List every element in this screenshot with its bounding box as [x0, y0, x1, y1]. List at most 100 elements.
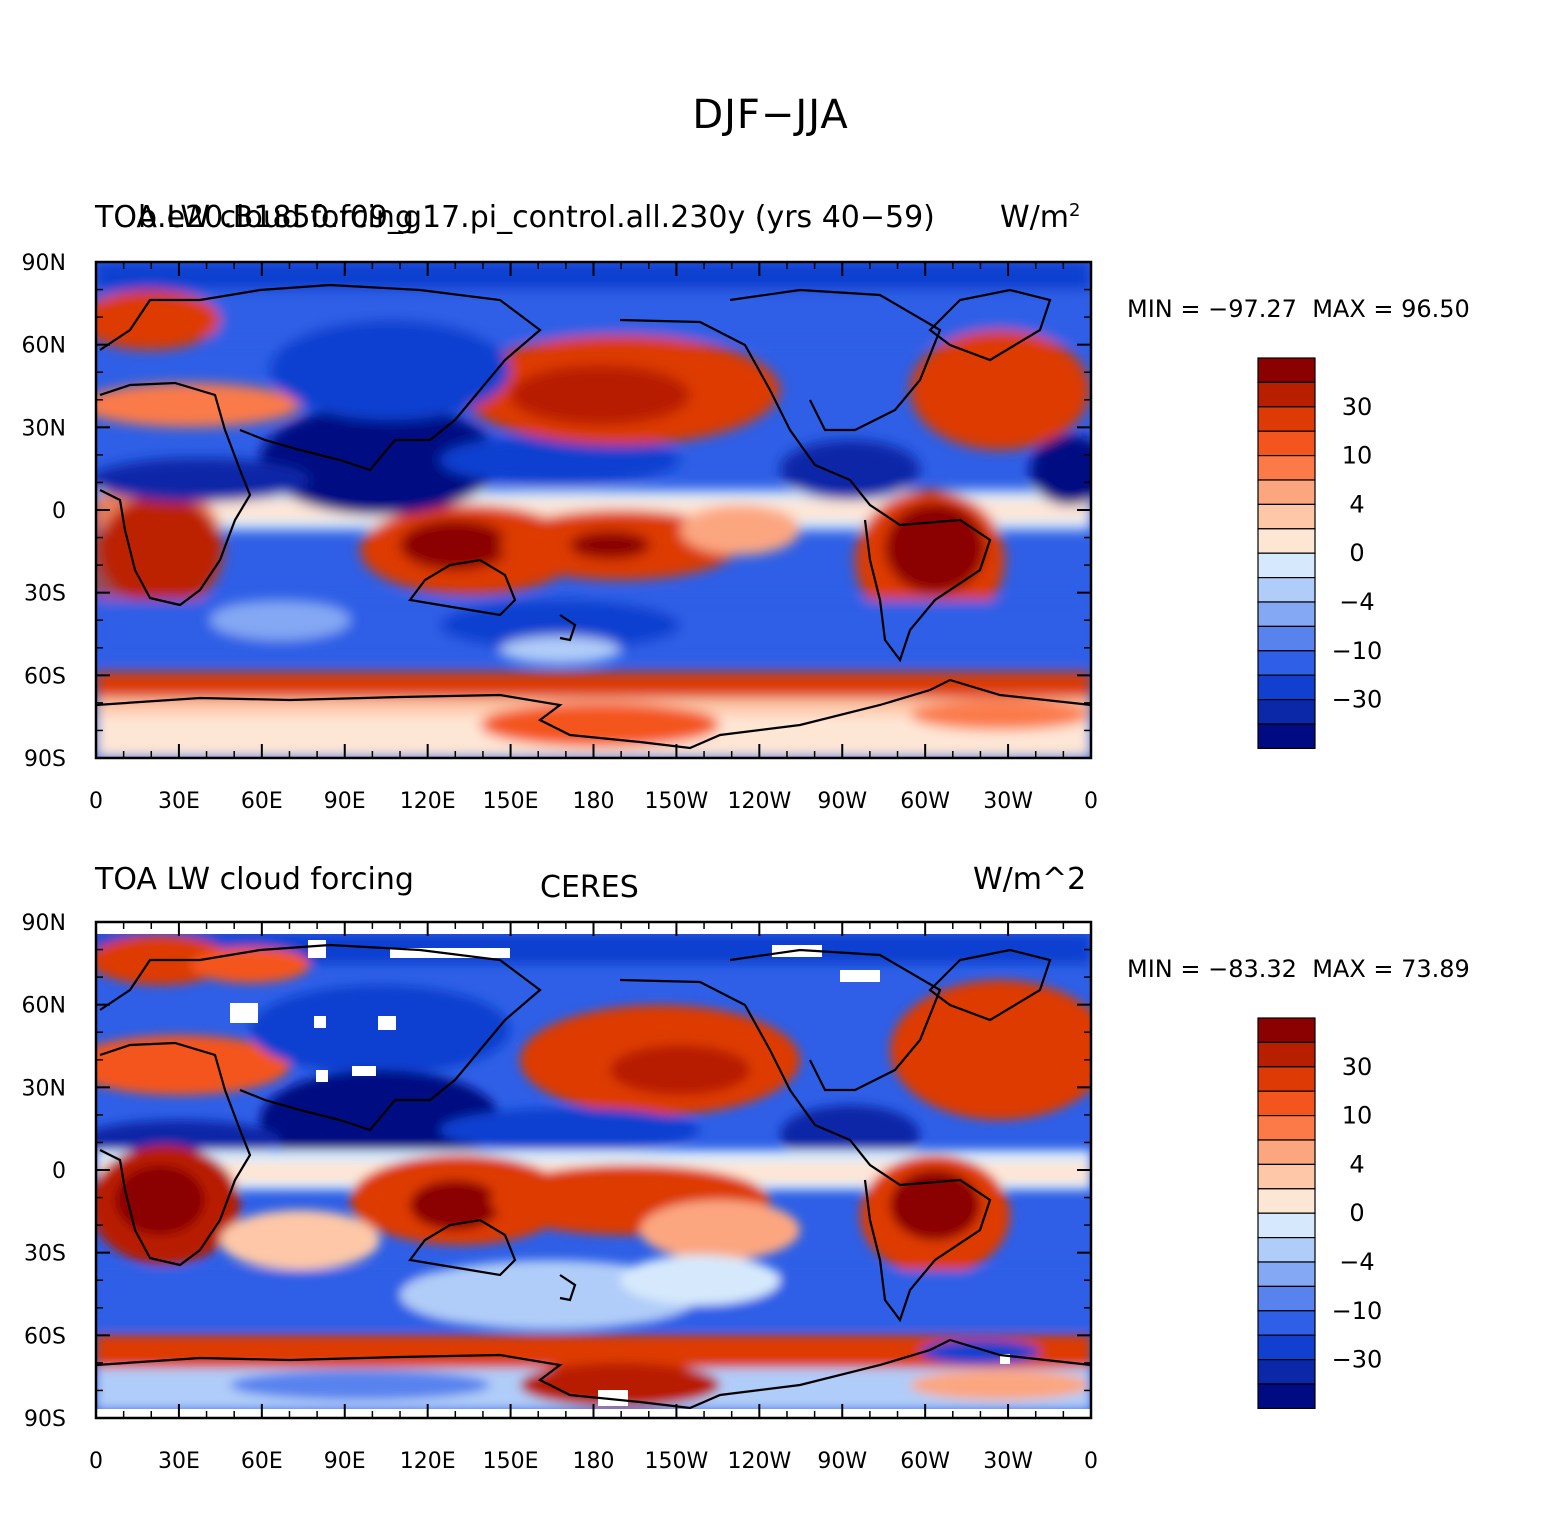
panel2-left-title: TOA LW cloud forcing [95, 862, 414, 897]
colorbar-label: 30 [1342, 1053, 1373, 1081]
colorbar-swatch [1257, 577, 1316, 603]
colorbar-swatch [1257, 1334, 1316, 1361]
colorbar-label: 4 [1349, 1150, 1364, 1178]
colorbar-swatch [1257, 1310, 1316, 1336]
colorbar-label: −10 [1332, 637, 1383, 665]
panel1-left-title: TOA LW cloud forcing [95, 200, 414, 235]
colorbar-label: 10 [1342, 442, 1373, 470]
y-tick-label: 0 [52, 1159, 66, 1184]
x-tick-label: 90W [817, 1449, 867, 1474]
colorbar-swatch [1257, 381, 1316, 408]
x-tick-label: 150W [645, 1449, 709, 1474]
colorbar-swatch [1257, 1237, 1316, 1263]
x-tick-label: 0 [89, 789, 103, 814]
panel1-colorbar: 30 10 4 0 −4 −10 −30 [1257, 357, 1383, 749]
x-tick-label: 60E [241, 1449, 283, 1474]
y-tick-label: 60N [22, 994, 66, 1019]
y-tick-label: 90N [22, 911, 66, 936]
y-tick-label: 60N [22, 334, 66, 359]
colorbar-swatch [1257, 454, 1316, 481]
x-tick-label: 150W [645, 789, 709, 814]
colorbar-swatch [1257, 1017, 1316, 1043]
x-tick-label: 90E [324, 789, 366, 814]
colorbar-label: −4 [1339, 1248, 1374, 1276]
x-tick-label: 0 [89, 1449, 103, 1474]
panel2-units: W/m^2 [973, 862, 1087, 897]
panel1-coastlines [96, 283, 1091, 750]
colorbar-swatch [1257, 1261, 1316, 1287]
y-tick-label: 30N [22, 1076, 66, 1101]
colorbar-swatch [1257, 528, 1316, 554]
x-tick-label: 180 [573, 1449, 615, 1474]
y-tick-label: 60S [24, 664, 66, 689]
colorbar-swatch [1257, 503, 1316, 530]
colorbar-swatch [1257, 1359, 1316, 1385]
colorbar-swatch [1257, 625, 1316, 652]
colorbar-label: −30 [1332, 1346, 1383, 1374]
colorbar-label: 0 [1349, 1199, 1364, 1227]
x-tick-label: 120E [400, 789, 456, 814]
y-tick-label: 90S [24, 747, 66, 772]
y-tick-label: 90S [24, 1407, 66, 1432]
panel1-stats: MIN = −97.27 MAX = 96.50 [1127, 295, 1470, 323]
colorbar-swatch [1257, 1139, 1316, 1165]
panel1-units: W/m2 [1000, 200, 1081, 235]
x-tick-label: 0 [1084, 789, 1098, 814]
colorbar-swatch [1257, 1285, 1316, 1312]
colorbar-swatch [1257, 1163, 1316, 1190]
x-tick-label: 120W [727, 789, 791, 814]
y-tick-label: 0 [52, 499, 66, 524]
x-tick-label: 30W [983, 1449, 1033, 1474]
colorbar-label: 10 [1342, 1102, 1373, 1130]
colorbar-label: 4 [1349, 490, 1364, 518]
y-tick-label: 30S [24, 1242, 66, 1267]
x-tick-label: 90E [324, 1449, 366, 1474]
panel1-center-title: b.e20.B1850.f09_g17.pi_control.all.230y … [138, 200, 935, 235]
y-tick-label: 60S [24, 1324, 66, 1349]
x-tick-label: 30W [983, 789, 1033, 814]
x-tick-label: 30E [158, 789, 200, 814]
x-tick-label: 150E [483, 1449, 539, 1474]
colorbar-swatch [1257, 552, 1316, 579]
y-tick-label: 90N [22, 251, 66, 276]
x-tick-label: 60E [241, 789, 283, 814]
colorbar-swatch [1257, 601, 1316, 627]
x-tick-label: 180 [573, 789, 615, 814]
colorbar-swatch [1257, 1383, 1316, 1409]
x-tick-label: 150E [483, 789, 539, 814]
x-tick-label: 120W [727, 1449, 791, 1474]
panel2-coastlines [96, 943, 1091, 1410]
y-tick-label: 30N [22, 416, 66, 441]
colorbar-swatch [1257, 479, 1316, 505]
colorbar-swatch [1257, 430, 1316, 457]
colorbar-swatch [1257, 406, 1316, 432]
colorbar-swatch [1257, 1114, 1316, 1141]
panel2-stats: MIN = −83.32 MAX = 73.89 [1127, 955, 1470, 983]
x-tick-label: 60W [900, 1449, 950, 1474]
colorbar-swatch [1257, 1188, 1316, 1214]
panel2-colorbar: 30 10 4 0 −4 −10 −30 [1257, 1017, 1383, 1409]
colorbar-swatch [1257, 1090, 1316, 1117]
x-tick-label: 30E [158, 1449, 200, 1474]
colorbar-swatch [1257, 650, 1316, 676]
colorbar-label: 0 [1349, 539, 1364, 567]
y-tick-label: 30S [24, 582, 66, 607]
colorbar-label: −4 [1339, 588, 1374, 616]
colorbar-swatch [1257, 1041, 1316, 1068]
x-tick-label: 60W [900, 789, 950, 814]
panel1-contour-field [96, 262, 1091, 758]
x-tick-label: 120E [400, 1449, 456, 1474]
colorbar-swatch [1257, 1212, 1316, 1239]
panel2-map: 90N 60N 30N 0 30S 60S 90S 0 30E 60E 90E 120E 150E 180… [22, 911, 1098, 1474]
colorbar-label: 30 [1342, 393, 1373, 421]
colorbar-swatch [1257, 357, 1316, 383]
panel2-center-title: CERES [540, 870, 639, 905]
colorbar-swatch [1257, 674, 1316, 701]
colorbar-swatch [1257, 699, 1316, 725]
x-tick-label: 90W [817, 789, 867, 814]
colorbar-label: −10 [1332, 1297, 1383, 1325]
colorbar-label: −30 [1332, 686, 1383, 714]
panel1-map: 90N 60N 30N 0 30S 60S 90S 0 30E 60E 90E 120E 150E 180… [22, 251, 1098, 814]
x-tick-label: 0 [1084, 1449, 1098, 1474]
colorbar-swatch [1257, 723, 1316, 749]
